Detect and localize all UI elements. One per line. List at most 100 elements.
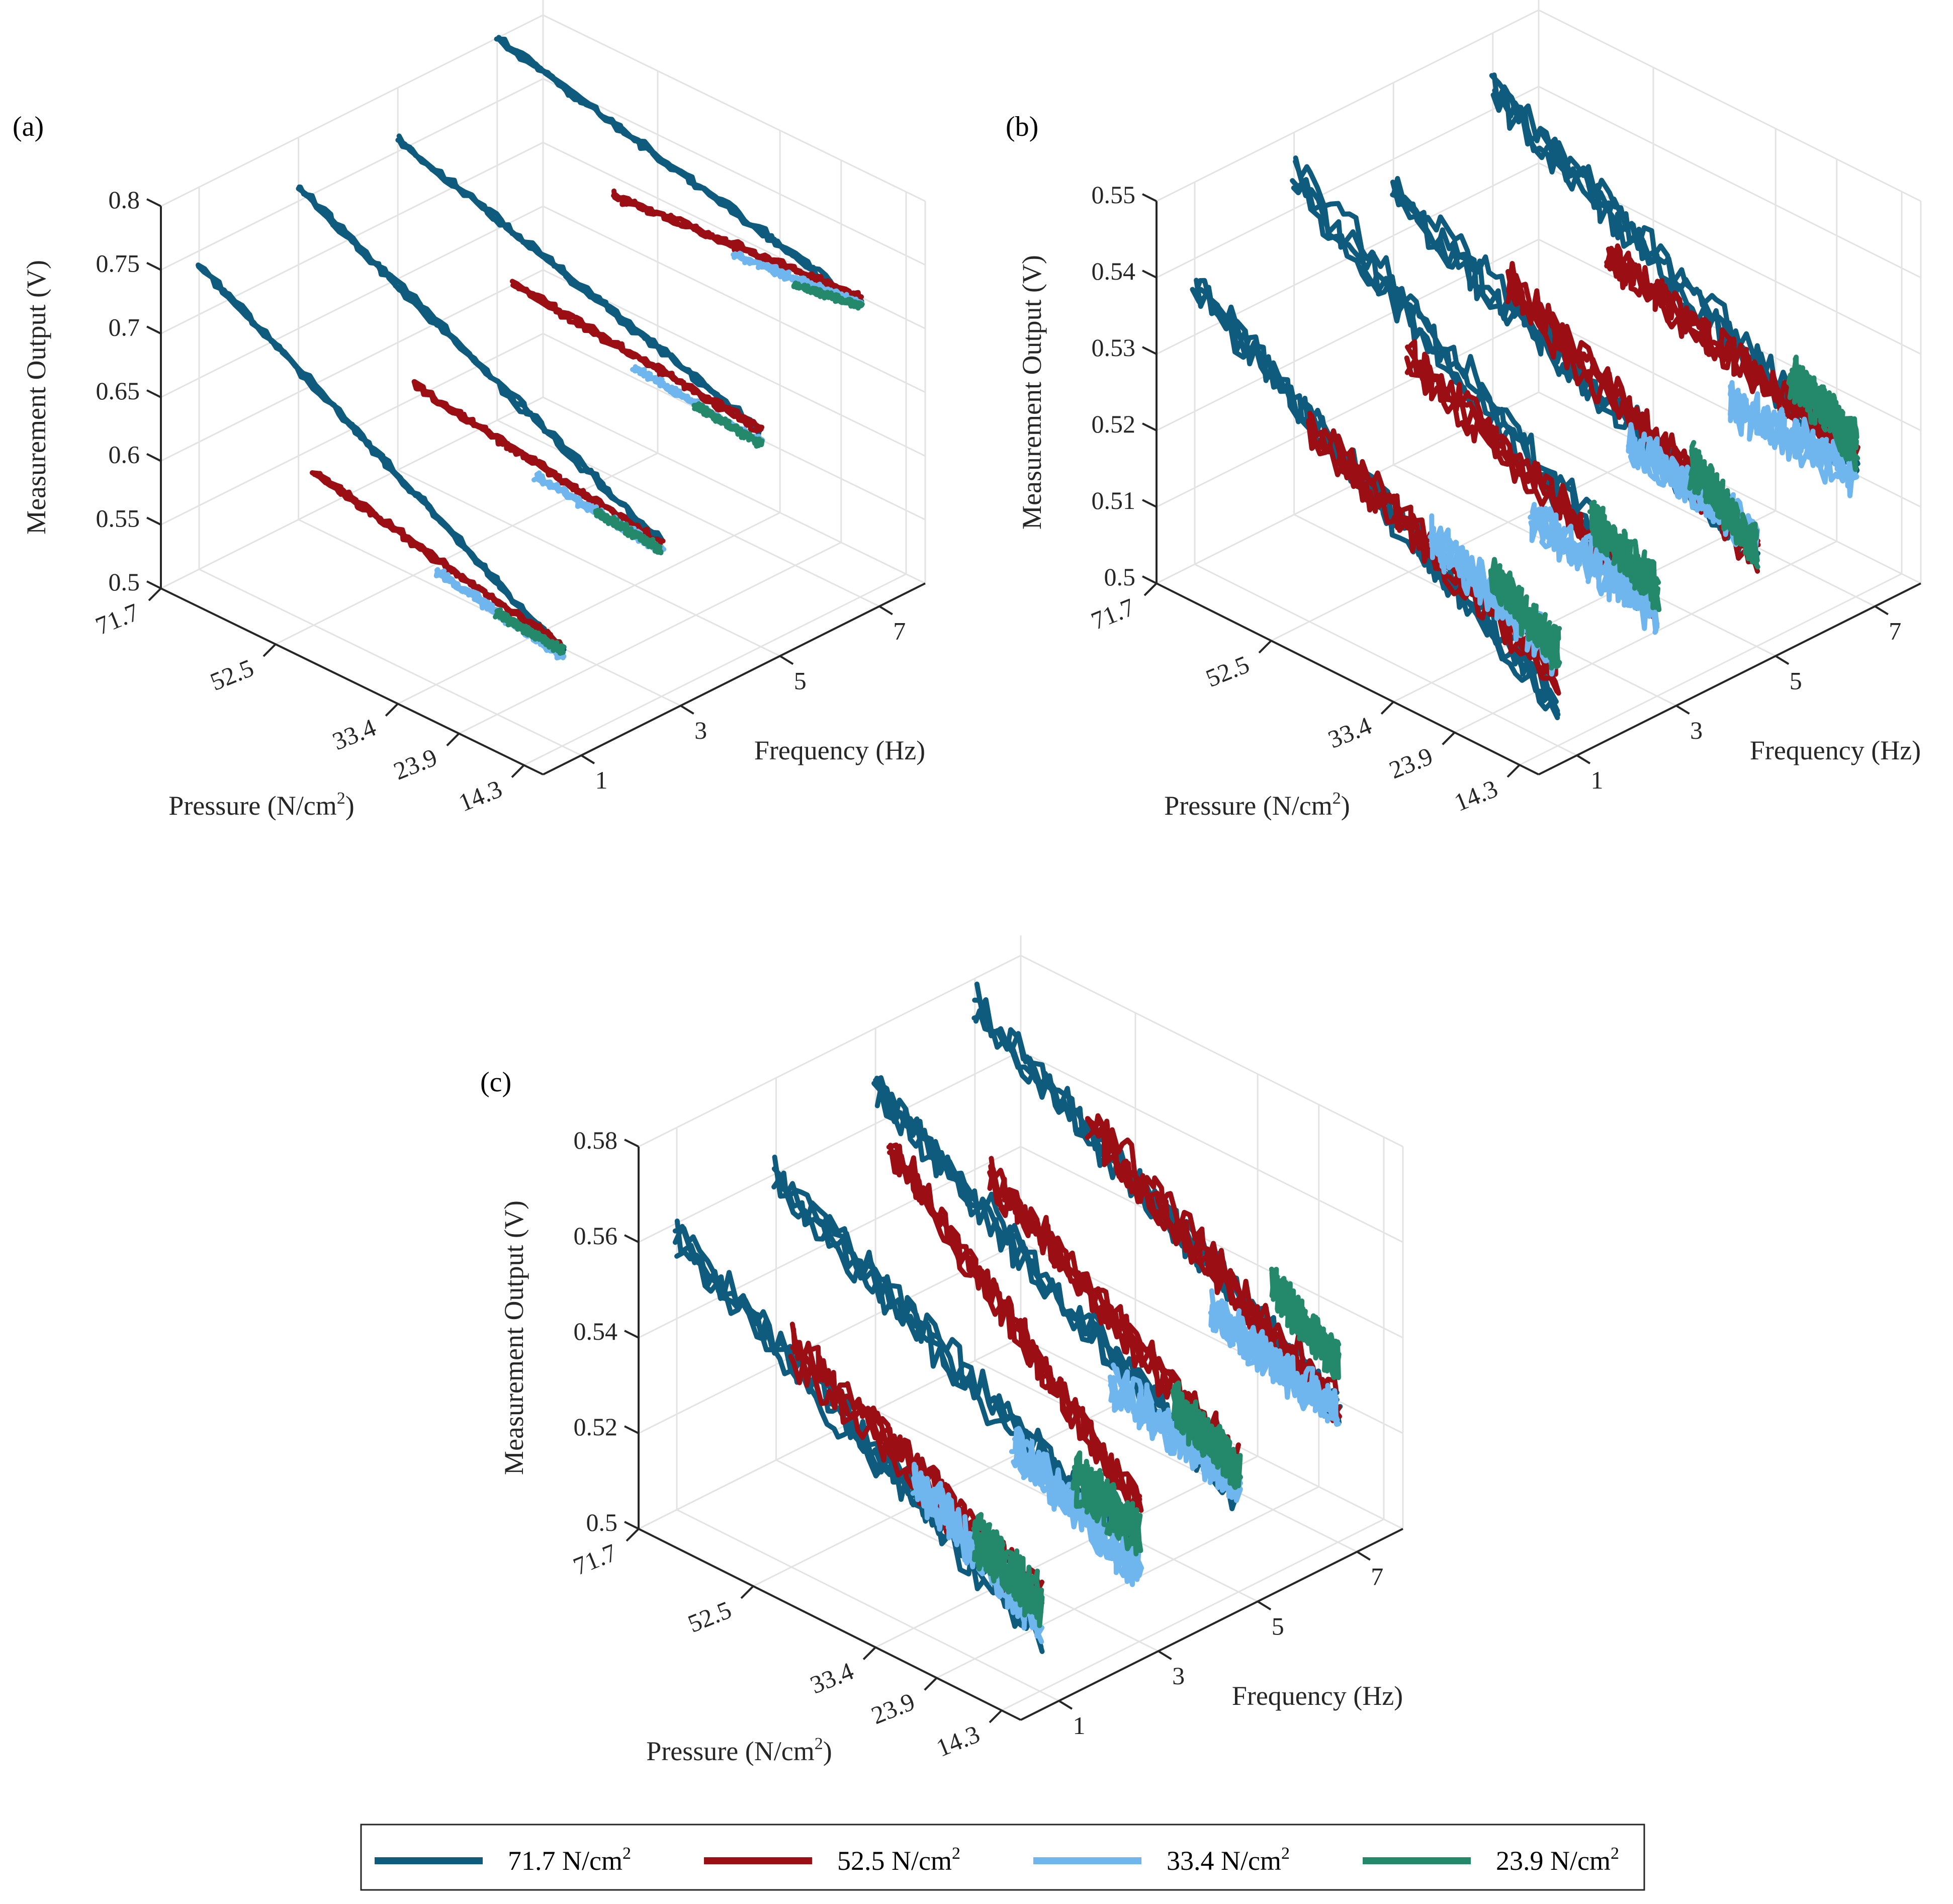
output-tick <box>624 1521 639 1530</box>
legend-box <box>360 1824 1645 1891</box>
trace-line <box>1071 1472 1143 1556</box>
pressure-tick <box>1143 582 1158 596</box>
frequency-tick-label: 5 <box>794 666 807 695</box>
output-tick-label: 0.5 <box>109 568 140 596</box>
output-tick-label: 0.56 <box>574 1222 618 1250</box>
output-tick-label: 0.55 <box>1092 181 1136 209</box>
pressure-tick <box>1258 640 1272 654</box>
pressure-tick-label: 33.4 <box>1324 711 1375 754</box>
trace-line <box>971 1540 1045 1628</box>
output-tick-label: 0.5 <box>1104 563 1136 591</box>
output-tick <box>1142 422 1157 431</box>
pressure-tick <box>1442 731 1456 745</box>
output-tick-label: 0.6 <box>109 441 140 469</box>
trace-line <box>594 510 664 556</box>
trace-line <box>1728 386 1858 486</box>
frequency-axis-label: Frequency (Hz) <box>754 735 925 765</box>
trace-line <box>496 35 862 307</box>
series <box>196 35 864 652</box>
pressure-tick <box>148 587 162 601</box>
output-tick-label: 0.75 <box>96 249 140 278</box>
frequency-tick <box>1775 655 1790 665</box>
grid-line <box>523 573 907 766</box>
frequency-tick <box>779 655 794 665</box>
pressure-tick-label: 33.4 <box>806 1657 857 1699</box>
pressure-tick <box>1506 764 1521 778</box>
output-tick-label: 0.53 <box>1092 333 1136 362</box>
data-traces <box>1190 72 1860 721</box>
trace-line <box>1269 1267 1342 1363</box>
pressure-tick <box>446 733 460 747</box>
panel-c: 0.5 0.52 0.54 0.56 0.58 71.7 52.5 33.423.9 14.3 1… <box>480 935 1404 1766</box>
output-tick <box>624 1234 639 1243</box>
output-tick-label: 0.8 <box>109 186 140 214</box>
output-axis-label: Measurement Output (V) <box>499 1200 529 1475</box>
panel-b: 0.5 0.51 0.52 0.53 0.54 0.55 71.7 52.5 33.423.9 1… <box>1006 0 1922 821</box>
output-tick <box>146 389 161 398</box>
grid-line <box>974 1360 1358 1552</box>
pressure-tick <box>1380 701 1394 715</box>
pressure-tick-label: 23.9 <box>867 1687 919 1730</box>
grid-line <box>638 1337 1021 1530</box>
grid-line <box>397 512 780 705</box>
trace-line <box>791 281 865 309</box>
frequency-tick <box>1356 1550 1371 1561</box>
output-tick <box>146 325 161 335</box>
frequency-axis-label: Frequency (Hz) <box>1232 1681 1403 1711</box>
trace-line <box>1491 560 1560 669</box>
pressure-tick-label: 52.5 <box>1202 650 1253 693</box>
trace-line <box>396 133 762 434</box>
pressure-tick <box>385 703 399 717</box>
frequency-tick-label: 5 <box>1272 1612 1284 1640</box>
frequency-tick-label: 7 <box>1889 617 1901 645</box>
frequency-tick-label: 7 <box>1371 1563 1383 1591</box>
trace-line <box>309 470 565 650</box>
output-tick <box>146 262 161 271</box>
trace-line <box>695 401 764 447</box>
pressure-tick-label: 14.3 <box>455 774 506 817</box>
trace-line <box>1072 1456 1142 1543</box>
trace-line <box>1088 1119 1342 1423</box>
grid-line <box>1393 510 1776 703</box>
frequency-tick-label: 7 <box>893 617 906 645</box>
legend-label: 23.9 N/cm2 <box>1496 1844 1619 1876</box>
output-tick-label: 0.51 <box>1092 486 1136 514</box>
output-tick-label: 0.55 <box>96 504 140 532</box>
grid-line <box>497 419 880 607</box>
pressure-tick-label: 71.7 <box>1087 592 1138 635</box>
trace-line <box>509 279 765 430</box>
output-tick <box>1142 499 1157 508</box>
frequency-axis-line <box>1020 1528 1403 1721</box>
pressure-axis-label: Pressure (N/cm2) <box>1164 789 1350 821</box>
frequency-axis-line <box>543 582 926 775</box>
pressure-tick-label: 33.4 <box>328 713 380 756</box>
grid-line <box>1454 541 1837 733</box>
frequency-tick-label: 1 <box>1591 766 1604 794</box>
grid-line <box>1194 563 1577 756</box>
output-tick <box>1142 346 1157 355</box>
frequency-tick <box>878 605 893 616</box>
series <box>309 188 864 652</box>
output-tick-label: 0.54 <box>574 1317 618 1345</box>
grid-line <box>397 469 780 657</box>
pressure-tick-label: 23.9 <box>390 743 441 786</box>
output-tick-label: 0.7 <box>109 313 140 341</box>
trace-line <box>611 188 861 299</box>
frequency-tick <box>1576 754 1591 764</box>
frequency-tick <box>1257 1600 1272 1611</box>
trace-line <box>1589 499 1661 596</box>
trace-line <box>1689 454 1759 553</box>
panel-label: (c) <box>480 1067 511 1098</box>
pressure-axis-line <box>638 1528 1021 1721</box>
panel-label: (a) <box>13 111 44 142</box>
trace-line <box>1108 1376 1243 1500</box>
frequency-tick-label: 1 <box>1073 1711 1086 1740</box>
frequency-tick <box>580 754 595 764</box>
output-tick <box>624 1139 639 1148</box>
frequency-tick <box>1874 605 1889 616</box>
frequency-tick-label: 3 <box>1172 1662 1185 1690</box>
pressure-tick <box>924 1677 938 1691</box>
pressure-tick-label: 52.5 <box>206 653 257 696</box>
output-tick <box>146 580 161 589</box>
output-tick-label: 0.54 <box>1092 257 1136 285</box>
